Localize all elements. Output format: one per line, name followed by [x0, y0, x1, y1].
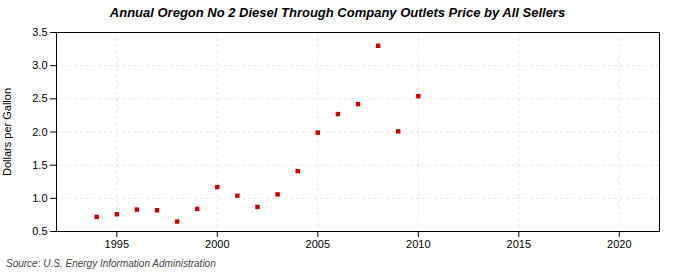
- svg-text:2010: 2010: [406, 238, 430, 250]
- svg-text:0.5: 0.5: [32, 225, 47, 237]
- svg-text:2.0: 2.0: [32, 126, 47, 138]
- svg-text:1995: 1995: [105, 238, 129, 250]
- html-text:Annual Oregon No 2 Diesel Thro: Annual Oregon No 2 Diesel Through Compan…: [109, 5, 566, 20]
- svg-text:2000: 2000: [205, 238, 229, 250]
- svg-text:1.0: 1.0: [32, 192, 47, 204]
- svg-text:Dollars per Gallon: Dollars per Gallon: [1, 88, 13, 176]
- svg-text:2005: 2005: [306, 238, 330, 250]
- svg-text:1.5: 1.5: [32, 159, 47, 171]
- svg-text:2015: 2015: [507, 238, 531, 250]
- svg-text:2020: 2020: [607, 238, 631, 250]
- svg-text:2.5: 2.5: [32, 92, 47, 104]
- svg-text:3.5: 3.5: [32, 26, 47, 38]
- html-text:Source: U.S. Energy Informatio: Source: U.S. Energy Information Administ…: [6, 258, 216, 269]
- svg-text:3.0: 3.0: [32, 59, 47, 71]
